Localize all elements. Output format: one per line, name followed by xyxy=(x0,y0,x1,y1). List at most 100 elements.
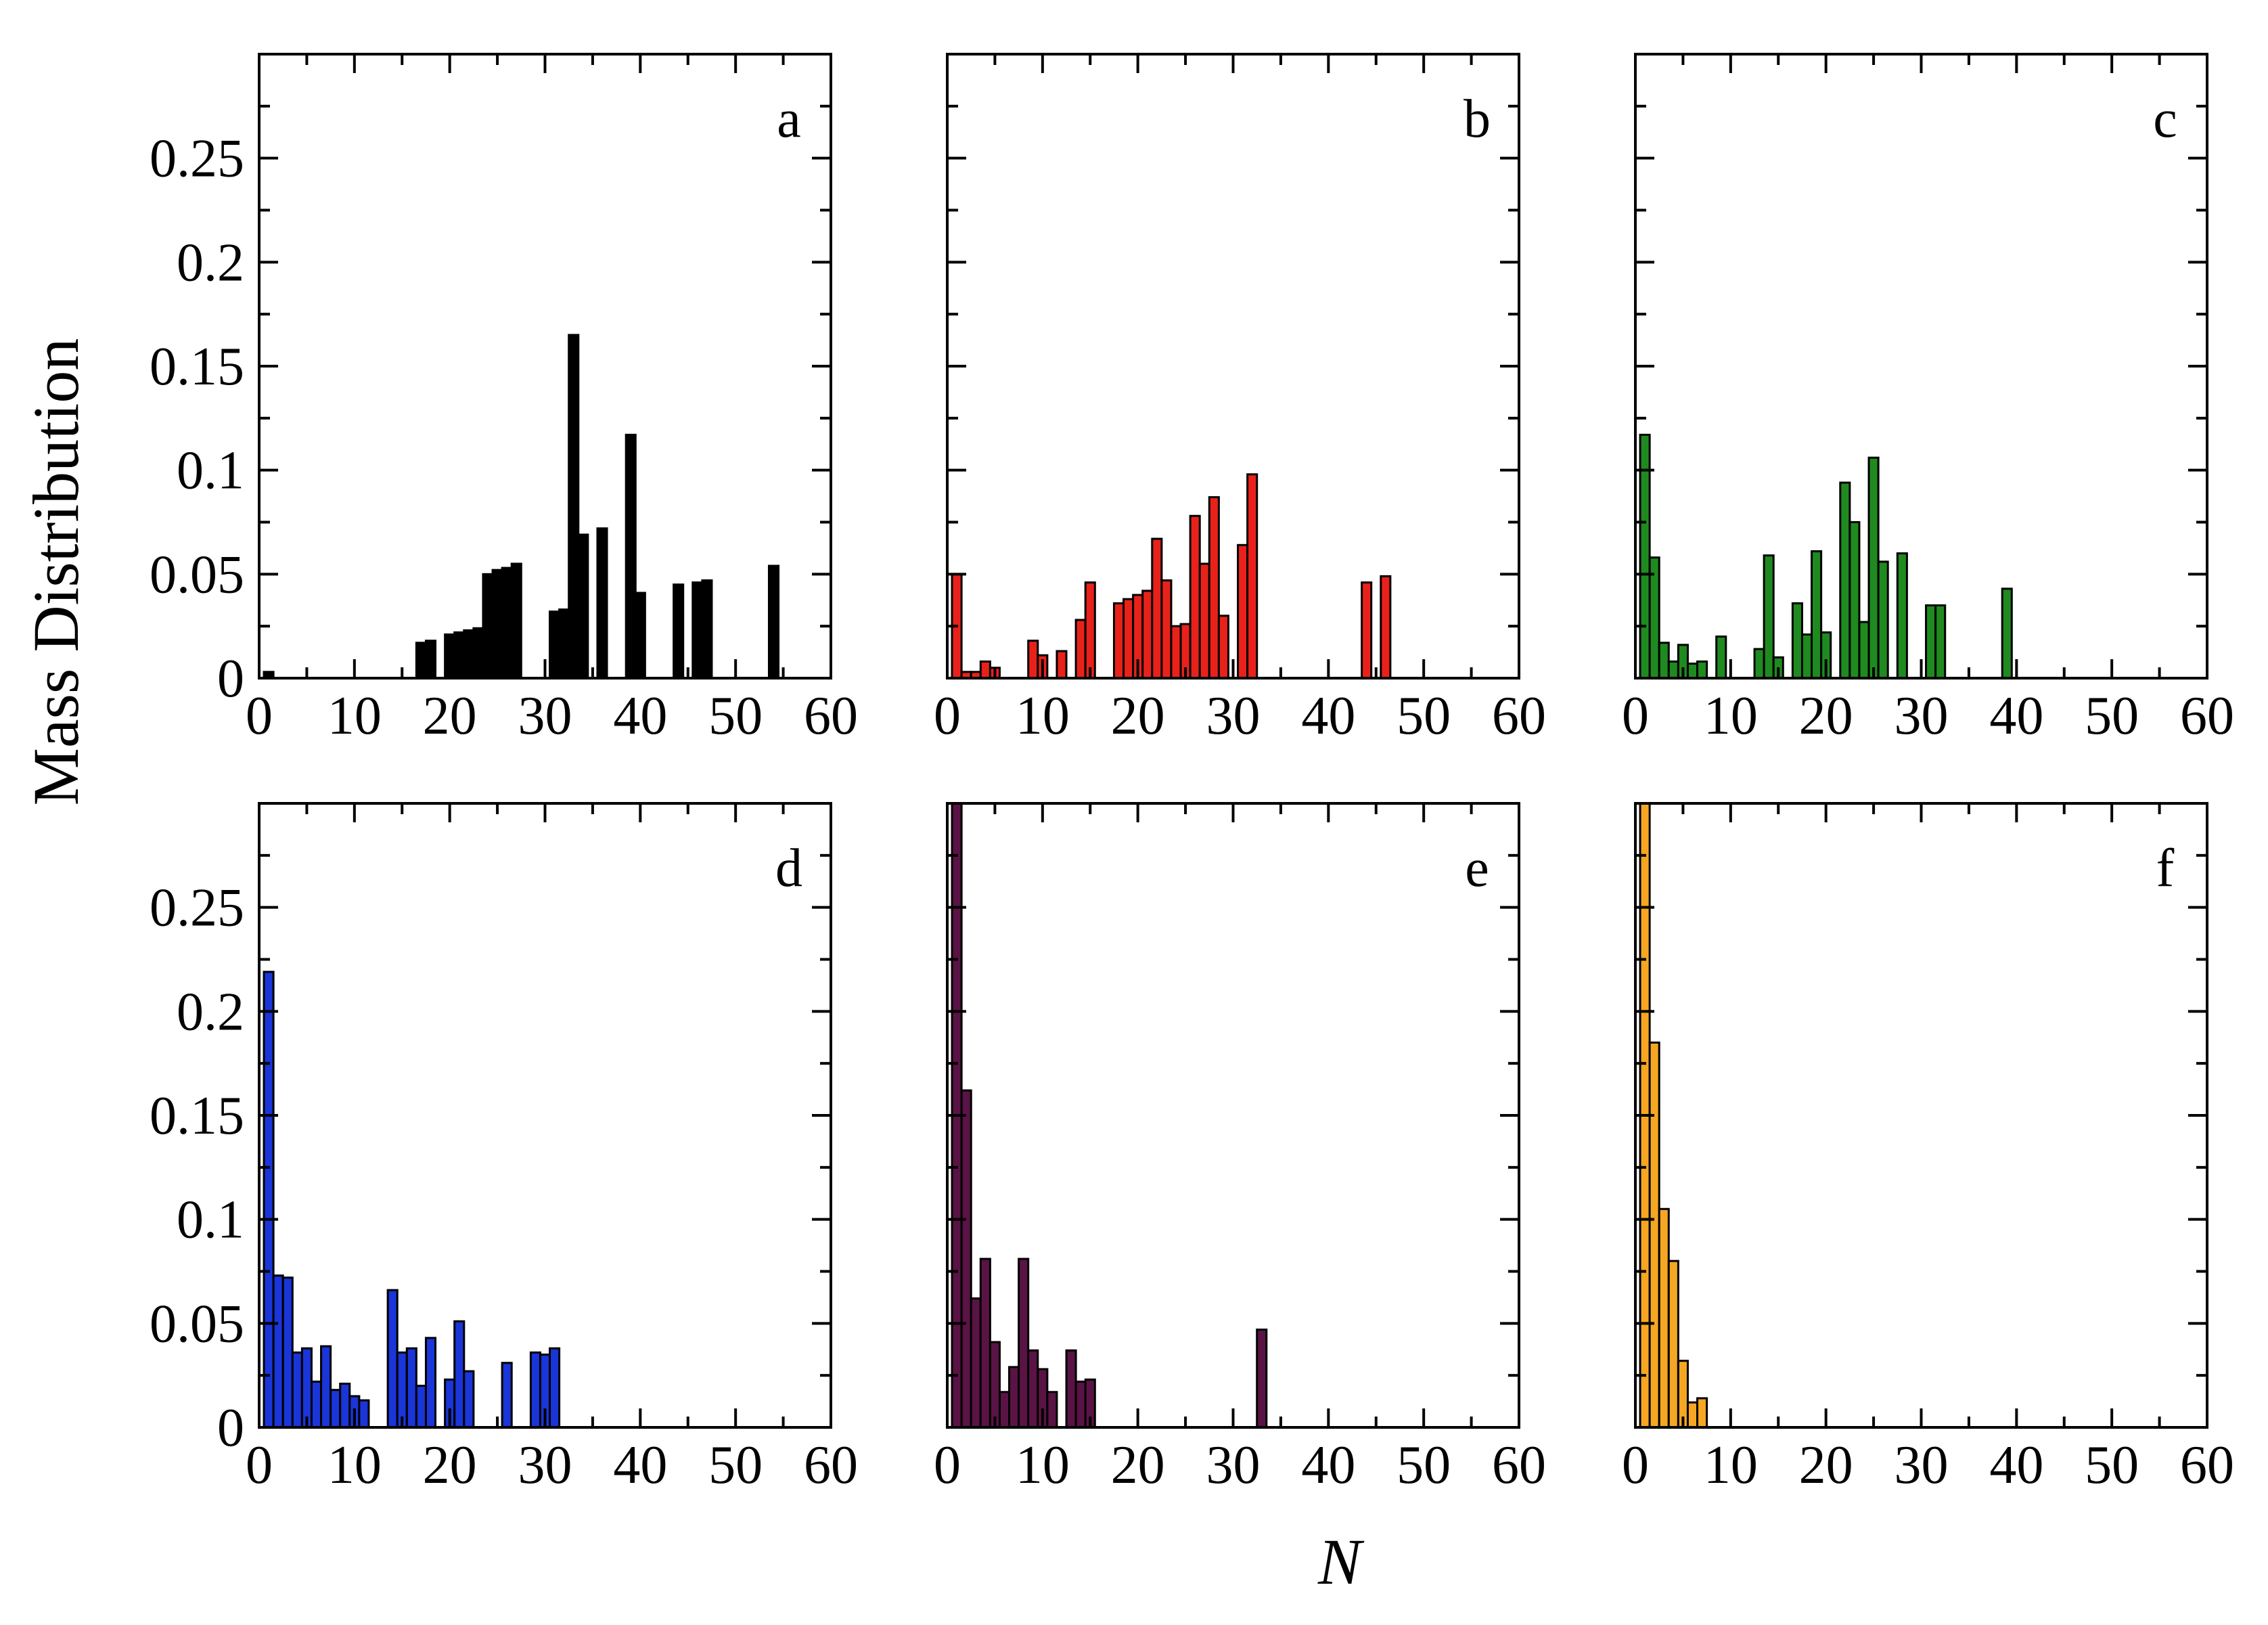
x-tick-label: 50 xyxy=(708,1435,763,1495)
bar xyxy=(596,527,608,678)
y-tick-label: 0 xyxy=(217,1398,244,1458)
x-tick-label: 10 xyxy=(1704,686,1758,746)
panel-letter: e xyxy=(1465,839,1489,898)
bar xyxy=(386,1289,399,1427)
bar xyxy=(1056,650,1068,678)
bar xyxy=(463,629,475,678)
x-tick-label: 50 xyxy=(2085,1435,2139,1495)
plot-frame xyxy=(1634,802,2208,1429)
bar xyxy=(701,579,713,678)
bar xyxy=(424,1337,437,1427)
bar xyxy=(1877,560,1889,678)
bar xyxy=(1160,579,1173,678)
x-tick-label: 50 xyxy=(708,686,763,746)
bars-d xyxy=(263,971,561,1427)
bar xyxy=(501,566,513,678)
bar xyxy=(691,581,704,678)
bar xyxy=(1858,621,1870,678)
panels-group: 0 10 20 30 40 50 60 0 0.05 0.1 0.15 0.2 0.25 a 0 10 20 30… xyxy=(150,53,2234,1495)
x-tick-label: 20 xyxy=(1111,1435,1165,1495)
y-axis-title: Mass Distribution xyxy=(20,338,92,806)
bars-a xyxy=(263,334,780,678)
x-tick-label: 30 xyxy=(518,686,572,746)
bar xyxy=(1791,602,1803,678)
panel-letter: c xyxy=(2153,89,2177,149)
bar xyxy=(1246,473,1258,678)
bar xyxy=(625,433,637,678)
bar xyxy=(1380,575,1392,678)
x-tick-label: 10 xyxy=(1016,686,1070,746)
bar xyxy=(1217,615,1229,678)
x-tick-label: 60 xyxy=(804,686,858,746)
x-tick-label: 50 xyxy=(2085,686,2139,746)
bar xyxy=(1027,1349,1039,1427)
bars-e xyxy=(951,803,1268,1427)
x-tick-label: 0 xyxy=(246,1435,273,1495)
bar xyxy=(330,1389,342,1427)
bar xyxy=(1008,1366,1020,1427)
panel-letter: f xyxy=(2156,839,2175,898)
bar xyxy=(989,1341,1001,1427)
bar xyxy=(1256,1329,1268,1427)
x-tick-label: 30 xyxy=(1895,1435,1949,1495)
bar xyxy=(415,642,427,678)
x-tick-label: 10 xyxy=(327,686,382,746)
bar xyxy=(396,1351,408,1427)
plot-frame xyxy=(258,802,832,1429)
x-tick-label: 0 xyxy=(1622,686,1649,746)
bar xyxy=(1112,602,1125,678)
x-tick-label: 0 xyxy=(934,686,961,746)
bar xyxy=(2001,587,2013,678)
bar xyxy=(1763,554,1775,678)
panel-letter: b xyxy=(1464,89,1491,149)
bar xyxy=(424,640,437,678)
bar xyxy=(529,1351,541,1427)
x-tick-label: 20 xyxy=(423,1435,477,1495)
bar xyxy=(320,1345,332,1427)
bar xyxy=(1696,660,1708,678)
panel-letter: d xyxy=(775,839,802,898)
bar xyxy=(1065,1349,1077,1427)
bar xyxy=(1084,1378,1096,1427)
bar xyxy=(960,1089,972,1427)
bar xyxy=(1208,496,1220,678)
bar xyxy=(1811,550,1823,678)
bar xyxy=(1849,521,1861,678)
y-tick-label: 0.05 xyxy=(150,545,244,604)
plot-frame xyxy=(1634,53,2208,680)
bar xyxy=(1800,633,1813,678)
bar xyxy=(310,1380,323,1427)
bar xyxy=(1686,662,1699,678)
bar xyxy=(1934,604,1947,678)
y-tick-label: 0.2 xyxy=(177,233,244,292)
bar xyxy=(970,1297,982,1427)
bar xyxy=(453,631,466,678)
bar xyxy=(463,1370,475,1427)
y-tick-label: 0.1 xyxy=(177,1190,244,1250)
plot-frame xyxy=(946,53,1520,680)
y-tick-label: 0.25 xyxy=(150,129,244,189)
bar xyxy=(453,1320,466,1427)
bar xyxy=(767,564,780,678)
bar xyxy=(1046,1391,1058,1427)
bar xyxy=(1648,556,1660,678)
y-tick-label: 0.15 xyxy=(150,337,244,397)
bar xyxy=(1658,642,1670,678)
panel-letter: a xyxy=(777,89,801,149)
bars-c xyxy=(1639,433,2013,678)
x-tick-label: 20 xyxy=(1799,686,1853,746)
x-tick-label: 10 xyxy=(1016,1435,1070,1495)
bar xyxy=(415,1385,427,1427)
bar xyxy=(1237,543,1249,678)
bar xyxy=(1715,636,1727,678)
bar xyxy=(1648,1041,1660,1427)
bar xyxy=(1667,1260,1679,1427)
x-tick-label: 60 xyxy=(2180,1435,2234,1495)
y-tick-label: 0.25 xyxy=(150,878,244,938)
bar xyxy=(1867,456,1880,678)
bar xyxy=(1027,640,1039,678)
bar xyxy=(1839,481,1851,678)
bar xyxy=(1189,514,1201,678)
plot-frame xyxy=(258,53,832,680)
